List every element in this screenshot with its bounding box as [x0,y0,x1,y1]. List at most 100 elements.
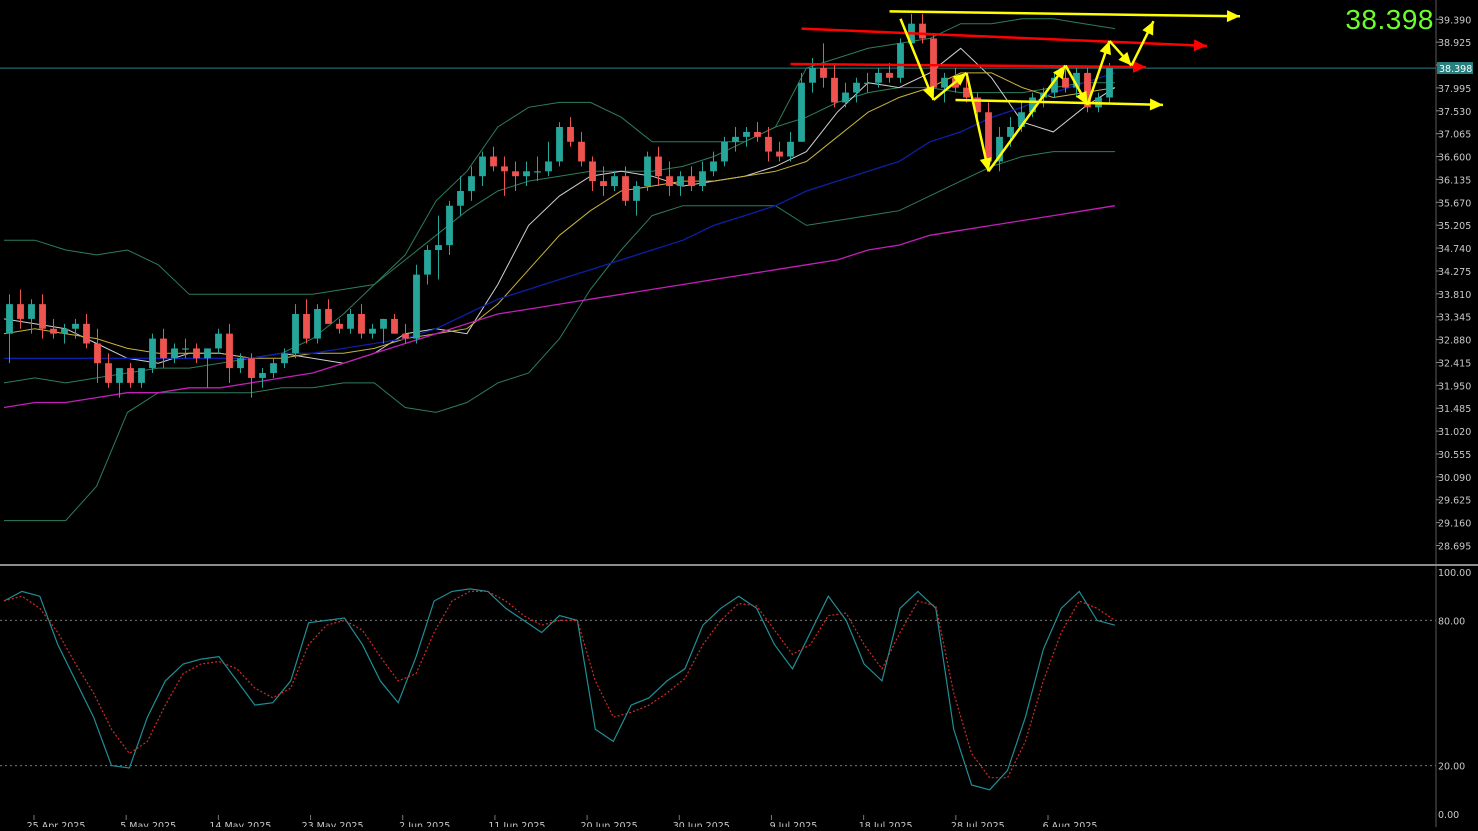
date-label: 20 Jun 2025 [581,821,638,827]
price-tick-label: 32.880 [1438,336,1471,347]
candle [215,328,222,354]
candle-body [347,313,354,329]
candle-body [1018,112,1025,128]
candle-body [138,368,145,383]
candle [875,67,882,88]
ma-long-line [3,205,1116,409]
current-price-tag: 38.398 [1437,62,1473,75]
candle [490,146,497,172]
price-tick-label: 30.555 [1438,450,1471,461]
candle [677,171,684,196]
oscillator-tick-label: 100.00 [1438,568,1471,579]
candle [160,328,167,369]
candle [127,363,134,388]
candle-body [941,77,948,88]
stoch-signal-line [3,590,1116,779]
candle-body [633,186,640,201]
candle [864,72,871,93]
candle [61,323,68,344]
candle-body [1106,67,1113,98]
candle [919,13,926,44]
price-tick-label: 31.950 [1438,381,1471,392]
bb-upper-line [4,18,1116,295]
candle-body [743,131,750,137]
projection-leg [987,64,1067,173]
date-label: 2 Jun 2025 [399,821,450,827]
candle-body [424,250,431,275]
candle [380,318,387,344]
candle-body [457,190,464,206]
candle [479,151,486,187]
candle [710,151,717,177]
candle [567,117,574,147]
candle-body [512,171,519,177]
candle [787,131,794,162]
candle-body [314,309,321,339]
candle [325,299,332,324]
candle-body [842,92,849,103]
candle [512,161,519,191]
candle-body [325,309,332,324]
current-price-display: 38.398 [1345,4,1434,35]
candle [1051,72,1058,98]
candle-body [1029,97,1036,113]
date-label: 18 Jul 2025 [859,821,913,827]
candle-body [468,176,475,191]
price-tick-label: 38.925 [1438,38,1471,49]
candle-body [534,171,541,173]
date-label: 23 May 2025 [302,821,364,827]
candle-body [699,171,706,187]
oscillator-axis: 100.00 80.00 20.00 0.00 [1438,568,1471,821]
candle-body [556,127,563,162]
candle [391,313,398,334]
candle-body [116,368,123,383]
candle-body [204,348,211,359]
candle-body [149,338,156,369]
candle [83,313,90,349]
price-tick-label: 30.090 [1438,473,1471,484]
candle [248,353,255,398]
candle [963,77,970,103]
candle-body [259,373,266,378]
candle [259,368,266,388]
candle-body [94,343,101,364]
support-ray-head [1149,98,1163,111]
date-label: 5 May 2025 [120,821,176,827]
candle [1106,63,1113,103]
candle [149,333,156,374]
candle [644,151,651,191]
candle-body [985,112,992,162]
candle-body [237,358,244,369]
price-tick-label: 37.995 [1438,84,1471,95]
candle [270,358,277,378]
resistance-ray-upper [801,27,1208,48]
candle-body [853,82,860,93]
candle [193,343,200,364]
candle-body [413,274,420,339]
candle-body [545,161,552,172]
resistance-ray-lower-head [1132,60,1146,73]
date-label: 6 Aug 2025 [1043,821,1098,827]
date-label: 28 Jul 2025 [951,821,1005,827]
date-label: 25 Apr 2025 [27,821,86,827]
candle-body [380,318,387,329]
price-tick-label: 36.600 [1438,153,1471,164]
candle [336,318,343,334]
candle-body [897,43,904,78]
candle-body [787,141,794,157]
candle [666,161,673,196]
price-tick-label: 29.160 [1438,519,1471,530]
projection-leg-head [1052,65,1066,80]
candle [457,176,464,216]
candle [886,63,893,83]
candle-body [655,156,662,177]
candle [28,299,35,334]
candle [435,215,442,280]
price-tick-label: 33.345 [1438,313,1471,324]
candle [941,72,948,103]
candle-body [611,176,618,187]
candle [171,343,178,364]
candle [402,323,409,344]
